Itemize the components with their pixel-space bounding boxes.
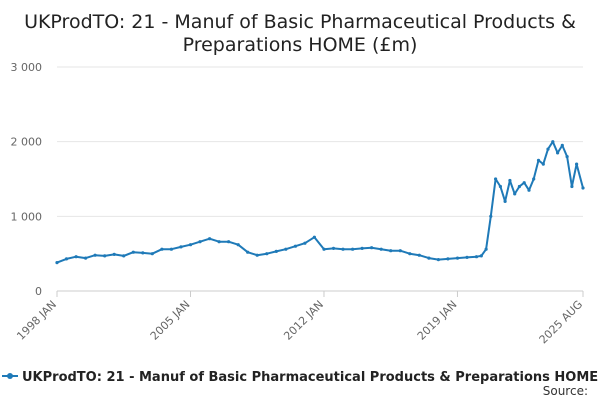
data-point[interactable] — [341, 247, 345, 251]
data-point[interactable] — [546, 147, 550, 151]
source-label: Source: — [543, 384, 588, 398]
data-point[interactable] — [169, 247, 173, 251]
y-axis-ticks: 0 1 000 2 000 3 000 — [11, 61, 43, 298]
data-point[interactable] — [274, 249, 278, 253]
x-tick-label: 2012 JAN — [281, 298, 326, 343]
data-point[interactable] — [503, 199, 507, 203]
data-point[interactable] — [536, 158, 541, 162]
data-point[interactable] — [379, 247, 383, 251]
data-point[interactable] — [370, 246, 374, 250]
data-point[interactable] — [489, 214, 493, 218]
y-tick-label: 3 000 — [11, 61, 43, 74]
data-point[interactable] — [331, 246, 336, 250]
data-point[interactable] — [551, 140, 555, 144]
x-tick-label: 1998 JAN — [14, 298, 59, 343]
data-point[interactable] — [84, 256, 88, 260]
data-point[interactable] — [141, 251, 145, 255]
y-tick-label: 2 000 — [11, 136, 43, 149]
data-point[interactable] — [246, 250, 250, 254]
data-point[interactable] — [517, 184, 522, 189]
data-point[interactable] — [389, 249, 393, 253]
data-point[interactable] — [198, 240, 202, 244]
y-tick-label: 0 — [35, 285, 42, 298]
data-point[interactable] — [74, 255, 78, 259]
data-point[interactable] — [575, 162, 579, 166]
data-point[interactable] — [265, 252, 269, 256]
data-point[interactable] — [322, 247, 326, 251]
x-tick-label: 2019 JAN — [415, 298, 460, 343]
data-point[interactable] — [581, 186, 585, 190]
data-point[interactable] — [150, 252, 154, 256]
data-point[interactable] — [122, 254, 126, 258]
data-point[interactable] — [446, 257, 450, 261]
x-tick-label: 2005 JAN — [148, 298, 193, 343]
data-point[interactable] — [484, 247, 488, 251]
data-point[interactable] — [303, 241, 307, 245]
data-point[interactable] — [527, 188, 531, 192]
data-point[interactable] — [179, 245, 183, 249]
legend[interactable]: UKProdTO: 21 - Manuf of Basic Pharmaceut… — [2, 370, 600, 385]
data-point[interactable] — [398, 249, 402, 253]
data-point[interactable] — [498, 184, 502, 189]
x-axis-ticks: 1998 JAN 2005 JAN 2012 JAN 2019 JAN 2025 AUG — [14, 291, 585, 346]
data-point[interactable] — [208, 237, 212, 241]
data-point[interactable] — [455, 256, 460, 260]
data-point[interactable] — [131, 250, 135, 254]
data-point[interactable] — [227, 240, 231, 244]
data-point[interactable] — [565, 155, 569, 159]
data-point[interactable] — [508, 178, 512, 183]
data-point[interactable] — [64, 257, 69, 261]
data-point[interactable] — [360, 246, 364, 250]
data-point[interactable] — [351, 247, 355, 251]
data-point[interactable] — [513, 192, 517, 196]
gridlines — [57, 66, 583, 217]
data-point[interactable] — [560, 143, 564, 147]
data-point[interactable] — [93, 253, 97, 257]
data-point[interactable] — [112, 252, 116, 256]
data-point[interactable] — [408, 252, 412, 256]
legend-marker-dot — [7, 373, 13, 379]
chart-title-line-2: Preparations HOME (£m) — [183, 34, 418, 56]
data-point[interactable] — [188, 243, 193, 247]
chart-title-line-1: UKProdTO: 21 - Manuf of Basic Pharmaceut… — [24, 11, 576, 33]
series-layer — [55, 140, 585, 265]
y-tick-label: 1 000 — [11, 210, 43, 223]
data-point[interactable] — [160, 247, 164, 251]
data-point[interactable] — [293, 244, 297, 248]
data-point[interactable] — [570, 184, 574, 189]
data-point[interactable] — [55, 261, 59, 265]
data-point[interactable] — [494, 177, 498, 181]
data-point[interactable] — [284, 247, 288, 251]
data-point[interactable] — [217, 240, 221, 244]
data-point[interactable] — [522, 181, 526, 185]
data-point[interactable] — [474, 255, 479, 259]
x-tick-label: 2025 AUG — [537, 298, 586, 347]
data-point[interactable] — [465, 255, 469, 259]
data-point[interactable] — [255, 253, 259, 257]
data-point[interactable] — [427, 256, 431, 260]
data-point[interactable] — [532, 177, 536, 181]
legend-label: UKProdTO: 21 - Manuf of Basic Pharmaceut… — [22, 370, 600, 385]
data-point[interactable] — [236, 243, 240, 247]
data-point[interactable] — [541, 162, 545, 166]
data-point[interactable] — [312, 235, 316, 239]
data-point[interactable] — [417, 253, 421, 257]
data-point[interactable] — [103, 254, 107, 258]
data-point[interactable] — [479, 254, 483, 258]
data-point[interactable] — [556, 151, 560, 155]
data-point[interactable] — [436, 258, 440, 262]
